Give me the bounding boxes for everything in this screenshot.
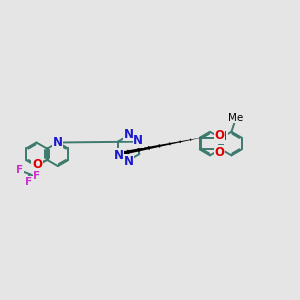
Text: N: N bbox=[133, 134, 143, 147]
Text: F: F bbox=[16, 165, 23, 175]
Text: Me: Me bbox=[228, 113, 243, 123]
Text: F: F bbox=[25, 177, 32, 187]
Text: N: N bbox=[124, 155, 134, 168]
Text: O: O bbox=[214, 146, 224, 158]
Text: F: F bbox=[33, 171, 40, 181]
Text: N: N bbox=[217, 130, 227, 143]
Text: N: N bbox=[53, 136, 63, 148]
Text: N: N bbox=[124, 128, 134, 141]
Polygon shape bbox=[117, 138, 201, 156]
Text: O: O bbox=[214, 129, 224, 142]
Text: N: N bbox=[114, 148, 124, 162]
Text: O: O bbox=[32, 158, 42, 171]
